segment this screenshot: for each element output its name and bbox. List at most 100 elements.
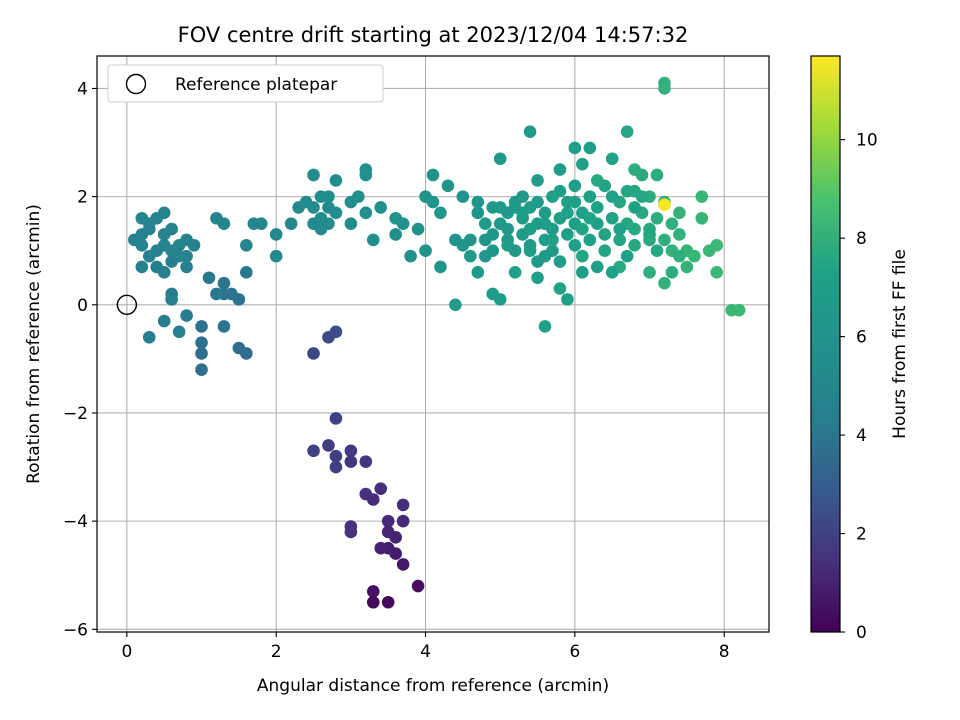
data-point: [157, 314, 171, 328]
data-point: [180, 260, 193, 274]
data-point: [531, 195, 544, 209]
colorbar-tick-label: 0: [856, 623, 867, 643]
data-point: [404, 249, 417, 263]
data-point: [538, 249, 552, 263]
data-point: [374, 482, 388, 495]
data-point: [516, 190, 529, 203]
data-point: [284, 217, 298, 230]
x-axis-label: Angular distance from reference (arcmin): [257, 676, 609, 696]
data-point: [673, 249, 686, 263]
data-point: [643, 266, 656, 279]
data-point: [531, 271, 544, 285]
data-point: [240, 238, 253, 252]
data-point: [396, 514, 410, 528]
data-point: [381, 525, 395, 539]
data-point: [635, 190, 649, 203]
data-point: [464, 249, 477, 263]
data-point: [441, 179, 455, 193]
data-point: [665, 217, 679, 230]
colorbar-tick-label: 2: [856, 525, 867, 545]
data-point: [344, 444, 358, 458]
data-point: [195, 347, 208, 360]
y-tick-label: 4: [77, 79, 88, 99]
data-point: [359, 487, 373, 501]
data-point: [344, 520, 358, 533]
data-point: [576, 266, 589, 279]
data-point: [456, 190, 470, 203]
data-point: [195, 320, 208, 333]
data-point: [628, 222, 641, 236]
data-point: [710, 238, 724, 252]
data-point: [650, 168, 664, 182]
data-point: [605, 152, 619, 166]
data-point: [157, 238, 171, 252]
data-point: [493, 152, 507, 166]
data-point: [508, 201, 522, 214]
data-point: [471, 266, 485, 279]
data-point: [329, 412, 343, 425]
data-point: [605, 266, 619, 279]
data-point: [352, 190, 365, 203]
data-point: [665, 266, 679, 279]
data-point: [576, 249, 589, 263]
data-point: [650, 211, 664, 225]
data-point: [322, 439, 335, 452]
data-point: [344, 455, 358, 468]
data-point: [359, 206, 373, 220]
data-point: [269, 228, 283, 241]
legend: Reference platepar: [107, 64, 384, 103]
y-tick-label: −6: [63, 620, 88, 640]
data-point: [583, 190, 597, 203]
data-point: [583, 233, 597, 247]
data-point: [531, 174, 544, 187]
data-point: [478, 217, 492, 230]
data-point: [583, 141, 597, 155]
data-point: [695, 211, 709, 225]
data-point: [658, 82, 671, 95]
data-point: [180, 309, 193, 322]
data-point: [411, 222, 425, 236]
data-point: [538, 320, 552, 333]
data-point: [620, 184, 634, 198]
data-point: [628, 163, 641, 176]
data-point: [195, 336, 208, 349]
data-point: [605, 211, 619, 225]
data-point: [135, 211, 149, 225]
colorbar-label: Hours from first FF file: [890, 249, 910, 439]
data-point: [710, 266, 724, 279]
data-point: [329, 174, 343, 187]
data-point: [650, 244, 664, 258]
data-point: [658, 276, 671, 290]
data-point: [590, 201, 604, 214]
data-point: [553, 255, 567, 268]
data-point: [598, 228, 612, 241]
data-point: [501, 238, 514, 252]
data-point: [135, 260, 149, 274]
data-point: [561, 228, 574, 241]
data-point: [471, 206, 485, 220]
data-point: [344, 217, 358, 230]
data-point: [322, 190, 335, 203]
colorbar-tick-label: 8: [856, 229, 867, 249]
y-tick-label: −2: [63, 404, 88, 424]
plot-frame: [96, 55, 770, 633]
legend-reference-marker: [125, 73, 147, 95]
data-point: [210, 211, 223, 225]
data-point: [210, 287, 223, 301]
data-point: [508, 266, 522, 279]
data-point: [157, 206, 171, 220]
data-point: [576, 157, 589, 171]
data-point: [628, 238, 641, 252]
x-tick-label: 4: [420, 642, 431, 662]
data-point: [546, 233, 559, 247]
data-point: [426, 168, 440, 182]
data-point: [434, 206, 447, 220]
data-point: [561, 293, 574, 306]
data-point: [732, 303, 746, 317]
legend-entry-reference: Reference platepar: [175, 75, 337, 95]
data-point: [605, 190, 619, 203]
legend-box: [107, 64, 384, 103]
data-point: [329, 325, 343, 339]
data-point: [202, 271, 216, 285]
y-axis-label: Rotation from reference (arcmin): [24, 204, 44, 484]
